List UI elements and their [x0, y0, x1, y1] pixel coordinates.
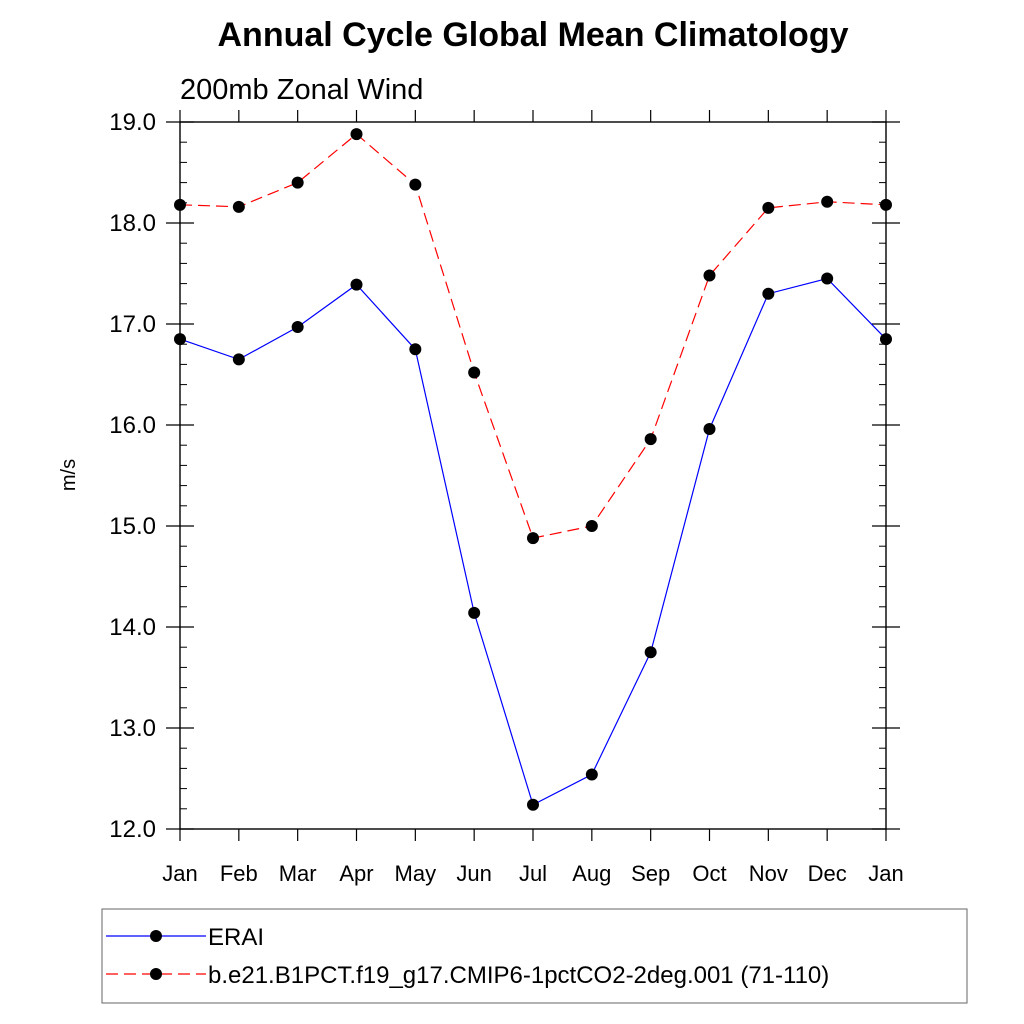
y-tick-label: 15.0 [109, 513, 156, 540]
x-tick-label: Jul [519, 861, 547, 886]
series-line-1 [179, 133, 887, 539]
y-tick-label: 12.0 [109, 816, 156, 843]
data-point [409, 343, 422, 356]
y-tick-label: 14.0 [109, 614, 156, 641]
x-tick-label: Nov [749, 861, 788, 886]
y-tick-label: 19.0 [109, 109, 156, 136]
x-tick-label: Mar [279, 861, 317, 886]
x-tick-label: Jan [868, 861, 903, 886]
legend-label: b.e21.B1PCT.f19_g17.CMIP6-1pctCO2-2deg.0… [208, 962, 829, 989]
data-point [644, 433, 657, 446]
axis-ticks: Jan Feb Mar Apr May Jun Jul Aug Sep Oct Nov Dec Jan1… [109, 109, 903, 886]
data-point [821, 272, 834, 285]
x-tick-label: Oct [692, 861, 726, 886]
plot-frame [179, 121, 887, 830]
data-point [291, 176, 304, 189]
data-point [350, 278, 363, 291]
x-tick-label: Aug [572, 861, 611, 886]
data-point [585, 768, 598, 781]
x-tick-label: May [395, 861, 437, 886]
legend-box [101, 908, 968, 1004]
data-point [527, 798, 539, 811]
x-tick-label: Sep [631, 861, 670, 886]
data-point [350, 128, 363, 141]
data-point [232, 353, 245, 366]
legend-marker [150, 968, 162, 980]
y-tick-label: 16.0 [109, 412, 156, 439]
data-point [291, 321, 304, 334]
legend-marker [150, 930, 162, 942]
data-point [762, 287, 775, 300]
x-tick-label: Feb [220, 861, 258, 886]
chart-subtitle: 200mb Zonal Wind [180, 74, 423, 106]
data-point [468, 366, 481, 379]
series-layer [174, 128, 892, 811]
data-point [703, 423, 716, 436]
legend: ERAI b.e21.B1PCT.f19_g17.CMIP6-1pctCO2-2d… [101, 908, 968, 1004]
y-tick-label: 13.0 [109, 715, 156, 742]
data-point [762, 201, 775, 214]
y-tick-label: 18.0 [109, 210, 156, 237]
chart-title: Annual Cycle Global Mean Climatology [218, 16, 849, 54]
x-tick-label: Jun [456, 861, 491, 886]
data-point [468, 606, 481, 619]
x-tick-label: Dec [808, 861, 847, 886]
y-axis-label: m/s [58, 459, 80, 491]
y-tick-label: 17.0 [109, 311, 156, 338]
legend-label: ERAI [208, 924, 264, 951]
data-point [644, 646, 657, 659]
x-tick-label: Jan [162, 861, 197, 886]
data-point [585, 520, 598, 532]
data-point [232, 200, 245, 213]
data-point [527, 532, 539, 545]
data-point [703, 269, 716, 282]
data-point [821, 195, 834, 208]
x-tick-label: Apr [339, 861, 373, 886]
data-point [409, 178, 422, 191]
